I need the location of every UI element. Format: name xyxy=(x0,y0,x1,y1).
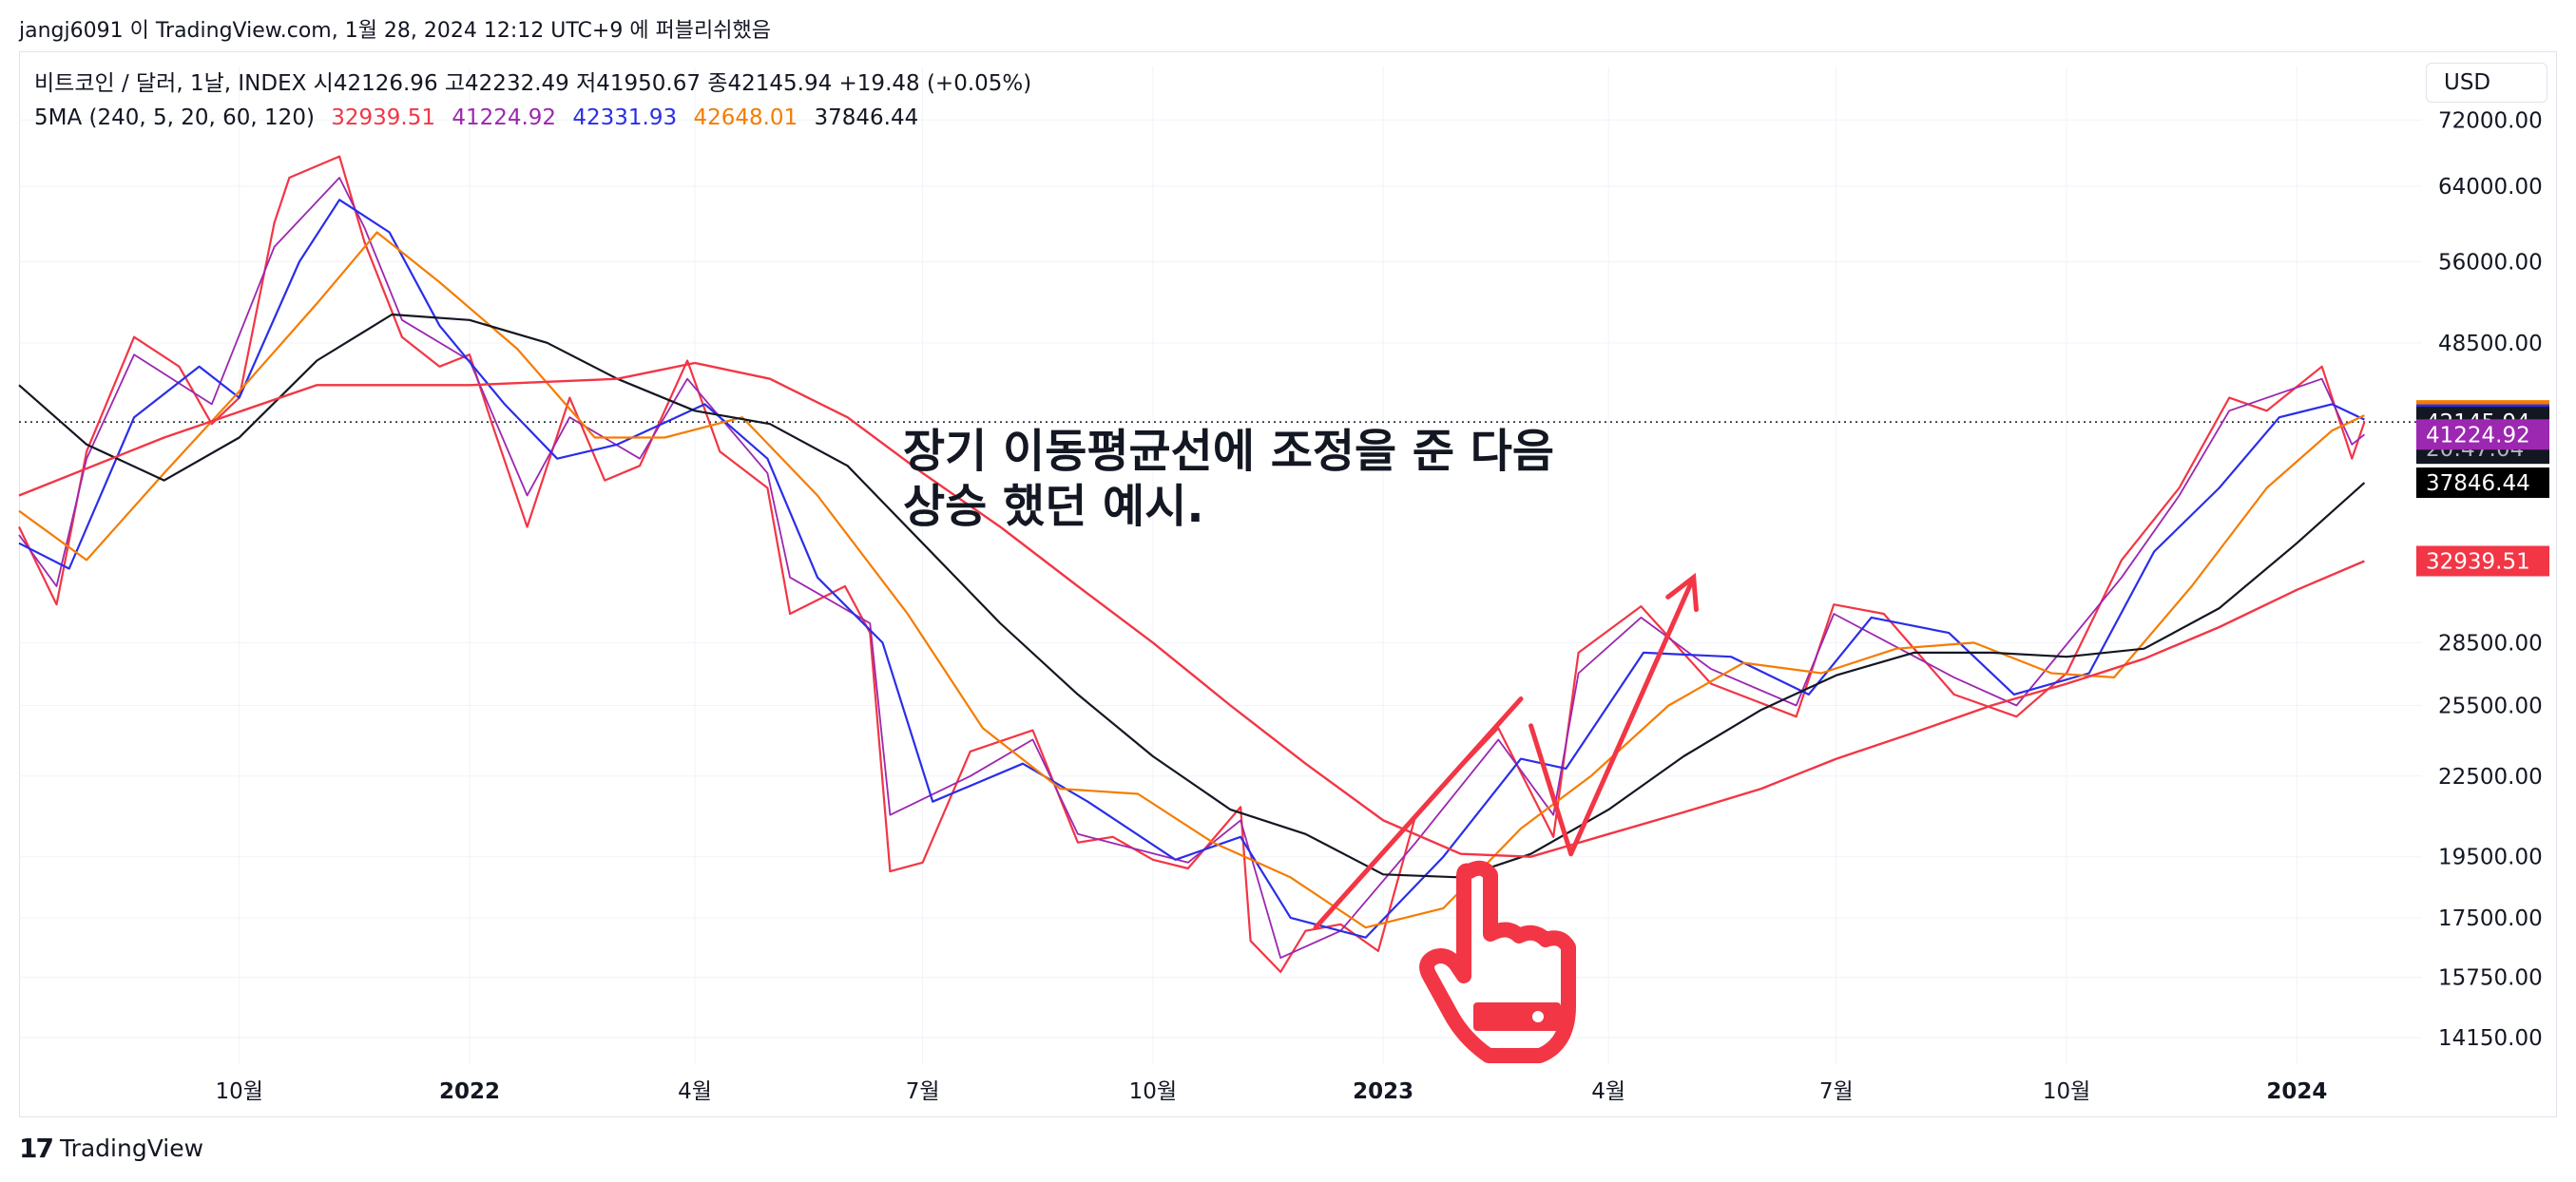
x-tick-label: 2022 xyxy=(439,1079,500,1104)
x-tick-label: 7월 xyxy=(906,1079,940,1104)
ma5-value: 41224.92 xyxy=(452,105,557,130)
series-line-ma5[interactable] xyxy=(18,177,2365,959)
symbol-ohlc-line: 비트코인 / 달러, 1날, INDEX 시42126.96 고42232.49… xyxy=(34,71,1032,96)
publish-caption: jangj6091 이 TradingView.com, 1월 28, 2024… xyxy=(19,19,771,43)
ma-indicator-label[interactable]: 5MA (240, 5, 20, 60, 120) xyxy=(34,105,315,130)
pointing-hand-icon xyxy=(1419,860,1576,1063)
ma-legend-line: 5MA (240, 5, 20, 60, 120) 32939.51 41224… xyxy=(34,101,1031,135)
x-tick-label: 4월 xyxy=(678,1079,712,1104)
price-badge xyxy=(2416,545,2549,577)
x-tick-label: 10월 xyxy=(1129,1079,1177,1104)
series-line-ma120[interactable] xyxy=(18,313,2366,879)
chart-frame[interactable] xyxy=(19,51,2557,1117)
y-tick-label: 72000.00 xyxy=(2438,108,2543,133)
ma60-value: 42648.01 xyxy=(693,105,798,130)
x-tick-label: 4월 xyxy=(1591,1079,1625,1104)
y-tick-label: 48500.00 xyxy=(2438,332,2543,356)
x-tick-label: 2024 xyxy=(2266,1079,2327,1104)
chart-annotation-text: 장기 이동평균선에 조정을 준 다음 상승 했던 예시. xyxy=(903,425,1555,533)
y-tick-label: 25500.00 xyxy=(2438,694,2543,718)
x-tick-label: 10월 xyxy=(2043,1079,2090,1104)
tradingview-mark-icon: 17 xyxy=(19,1133,54,1164)
series-line-ma20[interactable] xyxy=(18,199,2365,939)
tradingview-brand: TradingView xyxy=(59,1134,204,1162)
series-line-ma240[interactable] xyxy=(18,361,2365,858)
x-tick-label: 7월 xyxy=(1819,1079,1854,1104)
annotation-arrow-head xyxy=(1665,572,1700,613)
ma120-value: 37846.44 xyxy=(814,105,919,130)
series-line-ma60[interactable] xyxy=(18,231,2365,929)
price-badge xyxy=(2416,467,2549,499)
chart-legend: 비트코인 / 달러, 1날, INDEX 시42126.96 고42232.49… xyxy=(34,67,1031,135)
y-tick-label: 15750.00 xyxy=(2438,965,2543,990)
y-tick-label: 19500.00 xyxy=(2438,846,2543,870)
annotation-arrow-segment xyxy=(1568,575,1697,857)
price-badge-label: 32939.51 xyxy=(2426,549,2530,574)
ma240-value: 32939.51 xyxy=(331,105,435,130)
tradingview-logo[interactable]: 17 TradingView xyxy=(19,1133,203,1164)
y-tick-label: 28500.00 xyxy=(2438,631,2543,656)
price-badge-label: 41224.92 xyxy=(2426,423,2530,448)
x-tick-label: 10월 xyxy=(216,1079,263,1104)
y-tick-label: 56000.00 xyxy=(2438,250,2543,275)
annotation-arrow-segment xyxy=(1528,723,1574,857)
currency-button[interactable]: USD xyxy=(2426,63,2547,103)
y-tick-label: 22500.00 xyxy=(2438,765,2543,790)
ma20-value: 42331.93 xyxy=(572,105,678,130)
price-badge xyxy=(2416,419,2549,450)
series-line-btc[interactable] xyxy=(18,155,2366,973)
annotation-arrow-segment xyxy=(1313,696,1524,930)
y-tick-label: 64000.00 xyxy=(2438,175,2543,200)
y-tick-label: 17500.00 xyxy=(2438,906,2543,931)
price-badge-label: 37846.44 xyxy=(2426,471,2530,496)
y-tick-label: 14150.00 xyxy=(2438,1026,2543,1051)
x-tick-label: 2023 xyxy=(1353,1079,1413,1104)
